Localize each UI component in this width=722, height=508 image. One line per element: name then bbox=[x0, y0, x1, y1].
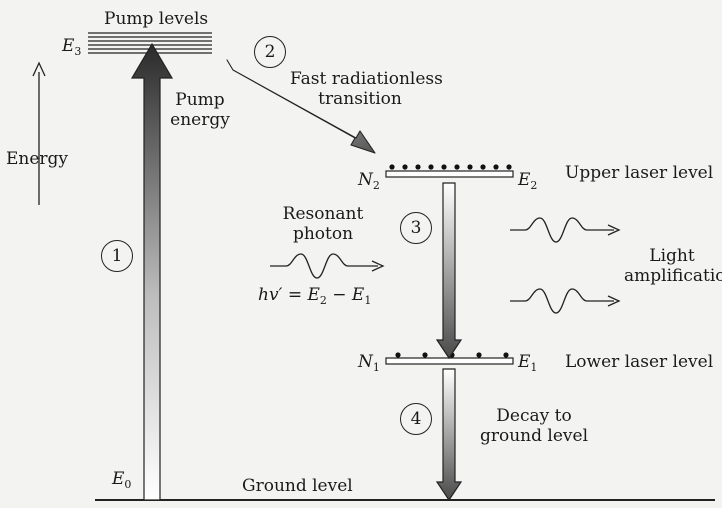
pump-energy-label: Pump energy bbox=[170, 90, 230, 130]
e3-symbol: E3 bbox=[62, 36, 82, 58]
step-4-marker: 4 bbox=[400, 403, 432, 435]
upper-level-population-dots bbox=[389, 164, 512, 170]
e0-symbol: E0 bbox=[112, 469, 132, 491]
pump-arrow bbox=[130, 42, 174, 501]
laser-transition-arrow bbox=[435, 182, 463, 360]
fast-transition-arrow bbox=[226, 59, 376, 154]
energy-axis-label: Energy bbox=[6, 149, 69, 169]
step-1-marker: 1 bbox=[101, 240, 133, 272]
decay-arrow bbox=[435, 368, 463, 502]
amplified-photon-wave-upper bbox=[510, 217, 621, 243]
lower-level-population-dots bbox=[395, 352, 509, 358]
energy-axis-arrow bbox=[32, 61, 46, 205]
photon-energy-equation: hv′ = E2 − E1 bbox=[258, 285, 372, 307]
ground-level-label: Ground level bbox=[242, 476, 353, 496]
fast-radiationless-transition-label: Fast radiationless transition bbox=[290, 69, 443, 109]
n1-symbol: N1 bbox=[358, 352, 380, 374]
lower-laser-level-bar bbox=[385, 357, 514, 365]
e2-symbol: E2 bbox=[518, 170, 538, 192]
resonant-photon-label: Resonant photon bbox=[282, 204, 364, 244]
upper-laser-level-bar bbox=[385, 170, 514, 178]
lower-laser-level-label: Lower laser level bbox=[565, 352, 714, 372]
e1-symbol: E1 bbox=[518, 352, 538, 374]
resonant-photon-wave bbox=[270, 253, 385, 279]
amplified-photon-wave-lower bbox=[510, 288, 621, 314]
upper-laser-level-label: Upper laser level bbox=[565, 163, 714, 183]
light-amplification-label: Light amplification bbox=[624, 246, 722, 286]
step-3-marker: 3 bbox=[400, 212, 432, 244]
pump-levels-label: Pump levels bbox=[104, 9, 209, 29]
n2-symbol: N2 bbox=[358, 170, 380, 192]
step-2-marker: 2 bbox=[254, 36, 286, 68]
decay-to-ground-level-label: Decay to ground level bbox=[479, 406, 589, 446]
